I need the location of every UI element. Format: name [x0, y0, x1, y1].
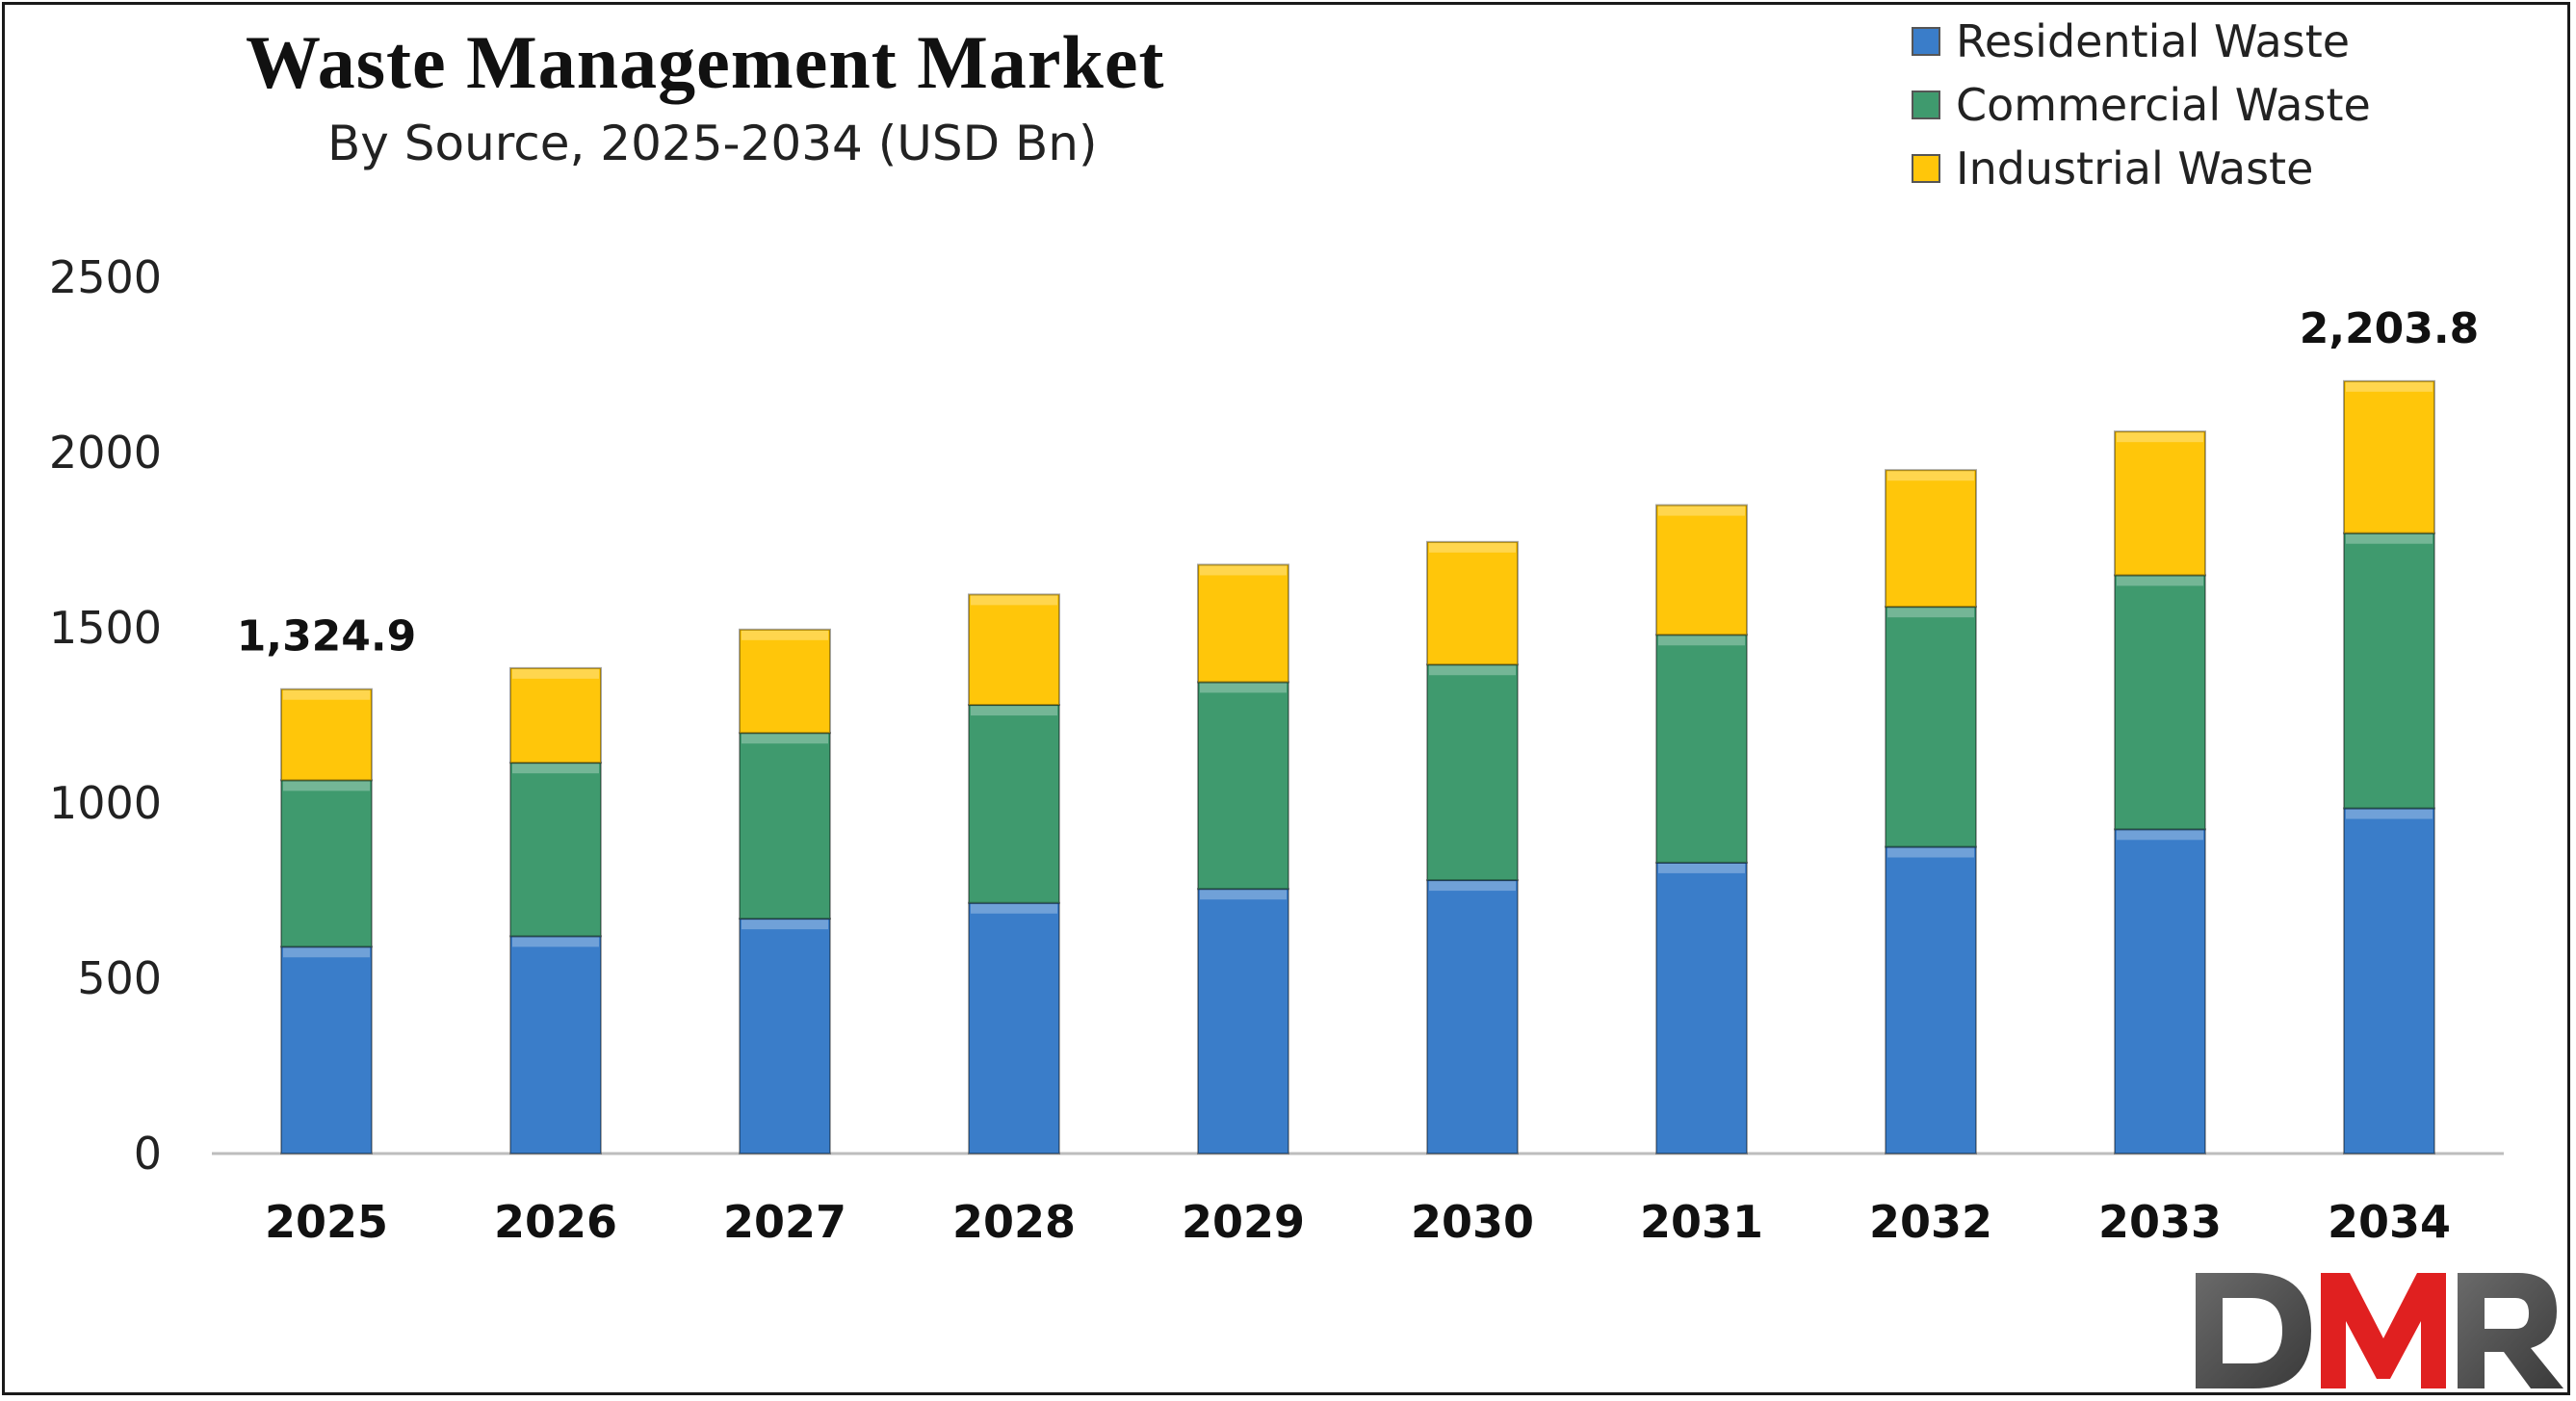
x-tick-label: 2025 — [265, 1196, 388, 1248]
bar-segment-residential-waste — [1885, 845, 1977, 1155]
bar-segment-commercial-waste — [280, 779, 373, 948]
bar-segment-highlight — [512, 668, 599, 679]
bar-segment-highlight — [1658, 506, 1745, 516]
chart-subtitle: By Source, 2025-2034 (USD Bn) — [327, 116, 1098, 171]
x-tick-label: 2032 — [1869, 1196, 1992, 1248]
bar-segment-highlight — [2346, 809, 2433, 819]
bar-segment-commercial-waste — [739, 732, 831, 921]
bar-segment-highlight — [2346, 533, 2433, 544]
bar-segment-highlight — [512, 937, 599, 947]
bar-segment-residential-waste — [1197, 888, 1289, 1155]
bar-segment-industrial-waste — [1885, 469, 1977, 609]
bar-segment-industrial-waste — [2343, 379, 2435, 534]
y-tick-label: 1500 — [49, 602, 162, 654]
y-tick-label: 2000 — [49, 427, 162, 479]
bar-segment-commercial-waste — [1885, 606, 1977, 848]
legend-label-commercial: Commercial Waste — [1956, 79, 2371, 131]
x-tick-label: 2029 — [1182, 1196, 1305, 1248]
x-tick-label: 2030 — [1411, 1196, 1534, 1248]
legend-swatch-industrial — [1912, 154, 1940, 183]
bar-segment-industrial-waste — [1655, 504, 1748, 636]
bar-segment-highlight — [1887, 847, 1974, 858]
chart-title: Waste Management Market — [246, 20, 1165, 104]
x-tick-label: 2033 — [2098, 1196, 2222, 1248]
data-label: 1,324.9 — [237, 612, 417, 662]
bar-segment-highlight — [2117, 432, 2203, 443]
bar-segment-highlight — [283, 689, 370, 700]
bar-segment-highlight — [1429, 542, 1516, 553]
bar-segment-highlight — [1200, 890, 1287, 900]
bar-segment-highlight — [1200, 565, 1287, 576]
bar-segment-highlight — [1200, 683, 1287, 693]
bar-segment-industrial-waste — [1426, 540, 1519, 666]
bar-segment-residential-waste — [739, 918, 831, 1155]
x-tick-label: 2031 — [1640, 1196, 1763, 1248]
legend-item-residential: Residential Waste — [1912, 10, 2371, 73]
bar-segment-residential-waste — [280, 946, 373, 1155]
x-tick-label: 2026 — [494, 1196, 617, 1248]
x-tick-label: 2034 — [2328, 1196, 2451, 1248]
legend-item-commercial: Commercial Waste — [1912, 73, 2371, 137]
bar-segment-residential-waste — [1655, 861, 1748, 1155]
x-tick-label: 2027 — [723, 1196, 846, 1248]
bar-segment-industrial-waste — [2114, 430, 2206, 577]
bar-segment-highlight — [1887, 471, 1974, 481]
bar-segment-residential-waste — [509, 935, 602, 1155]
legend-swatch-residential — [1912, 27, 1940, 56]
legend-item-industrial: Industrial Waste — [1912, 137, 2371, 200]
bar-segment-highlight — [512, 764, 599, 774]
bar-segment-highlight — [742, 630, 828, 640]
bar-segment-highlight — [283, 947, 370, 958]
bar-segment-commercial-waste — [1197, 681, 1289, 891]
x-tick-label: 2028 — [952, 1196, 1076, 1248]
bar-segment-highlight — [742, 920, 828, 930]
bar-segment-commercial-waste — [2114, 574, 2206, 831]
bar-segment-highlight — [971, 903, 1057, 914]
dmr-logo — [2186, 1261, 2571, 1396]
bar-segment-commercial-waste — [968, 704, 1060, 904]
bar-segment-industrial-waste — [509, 666, 602, 765]
bar-segment-highlight — [971, 706, 1057, 716]
bar-segment-highlight — [1429, 665, 1516, 676]
bar-segment-commercial-waste — [2343, 532, 2435, 810]
bar-segment-highlight — [742, 734, 828, 744]
bar-segment-industrial-waste — [968, 593, 1060, 707]
bar-segment-residential-waste — [968, 901, 1060, 1155]
bar-segment-highlight — [1887, 608, 1974, 618]
bar-segment-residential-waste — [2343, 807, 2435, 1155]
bar-segment-industrial-waste — [739, 628, 831, 735]
bar-segment-highlight — [2117, 830, 2203, 841]
legend: Residential Waste Commercial Waste Indus… — [1912, 10, 2371, 200]
bar-segment-industrial-waste — [280, 688, 373, 782]
bar-segment-highlight — [971, 595, 1057, 606]
y-tick-label: 500 — [77, 952, 162, 1004]
bar-segment-industrial-waste — [1197, 563, 1289, 684]
legend-label-residential: Residential Waste — [1956, 15, 2351, 67]
bar-segment-highlight — [1658, 636, 1745, 646]
y-tick-label: 2500 — [49, 251, 162, 303]
bar-segment-residential-waste — [2114, 828, 2206, 1155]
bar-segment-commercial-waste — [509, 762, 602, 938]
bar-segment-highlight — [1658, 863, 1745, 873]
bar-segment-commercial-waste — [1655, 634, 1748, 864]
y-tick-label: 1000 — [49, 777, 162, 829]
bar-segment-highlight — [2117, 576, 2203, 586]
y-tick-label: 0 — [134, 1128, 162, 1180]
bar-segment-highlight — [283, 781, 370, 791]
bar-segment-residential-waste — [1426, 879, 1519, 1155]
bar-segment-highlight — [1429, 881, 1516, 892]
data-label: 2,203.8 — [2300, 304, 2480, 353]
bar-segment-highlight — [2346, 381, 2433, 392]
legend-label-industrial: Industrial Waste — [1956, 143, 2314, 195]
legend-swatch-commercial — [1912, 91, 1940, 119]
dmr-logo-mark — [2196, 1273, 2563, 1388]
bar-segment-commercial-waste — [1426, 663, 1519, 882]
